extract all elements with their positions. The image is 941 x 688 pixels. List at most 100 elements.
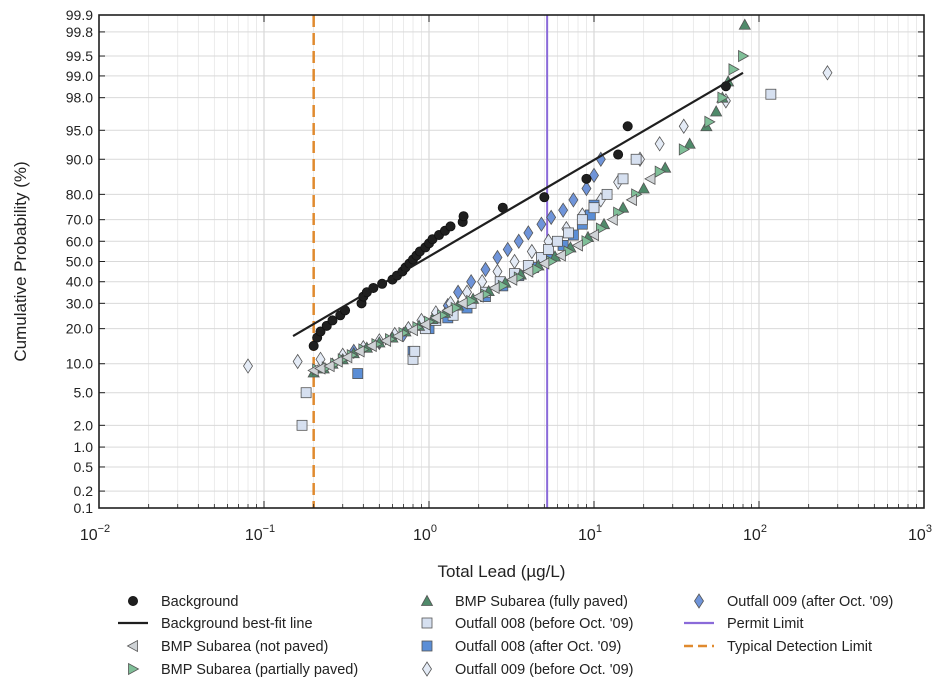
legend-swatch xyxy=(420,594,434,606)
legend-item-background: Background xyxy=(127,594,238,610)
outfall-009-after-oct-09-point xyxy=(453,284,464,300)
legend-item-outfall-009-before-oct-09: Outfall 009 (before Oct. '09) xyxy=(422,661,633,678)
bmp-subarea-not-paved-point xyxy=(331,355,343,368)
outfall-008-before-oct-09-point xyxy=(563,227,574,239)
background-point xyxy=(315,326,326,337)
legend-item-bmp-subarea-fully-paved: BMP Subarea (fully paved) xyxy=(420,594,628,610)
bmp-subarea-not-paved-point xyxy=(365,339,377,353)
bmp-subarea-not-paved-point xyxy=(538,257,550,270)
bmp-subarea-partially-paved-point xyxy=(728,63,740,76)
bmp-subarea-partially-paved-point xyxy=(704,115,716,129)
legend-label: BMP Subarea (fully paved) xyxy=(455,594,628,610)
y-tick-label: 95.0 xyxy=(66,122,93,138)
outfall-008-before-oct-09-point xyxy=(409,345,421,357)
outfall-008-before-oct-09-point xyxy=(300,387,312,399)
legend-swatch xyxy=(127,596,138,607)
y-tick-label: 99.0 xyxy=(66,68,93,84)
outfall-008-before-oct-09-point xyxy=(765,88,777,100)
y-tick-label: 2.0 xyxy=(74,417,94,433)
bmp-subarea-fully-paved-point xyxy=(683,137,696,149)
bmp-subarea-not-paved-point xyxy=(554,249,566,262)
legend-swatch xyxy=(694,593,704,609)
outfall-008-before-oct-09-point xyxy=(576,214,588,226)
y-tick-label: 80.0 xyxy=(66,186,93,202)
outfall-009-after-oct-09-point xyxy=(492,249,503,266)
outfall-008-before-oct-09-point xyxy=(630,153,642,165)
outfall-009-after-oct-09-point xyxy=(502,241,513,258)
background-series xyxy=(308,81,731,351)
bmp-subarea-not-paved-point xyxy=(571,239,583,252)
outfall-009-before-oct-09-point xyxy=(822,65,833,81)
bmp-subarea-not-paved-point xyxy=(353,345,365,358)
legend-label: Background xyxy=(161,594,238,610)
y-tick-label: 0.5 xyxy=(74,459,94,475)
y-tick-label: 98.0 xyxy=(66,90,93,106)
legend-label: Typical Detection Limit xyxy=(727,639,872,655)
bmp-subarea-not-paved-point xyxy=(418,318,431,331)
outfall-009-before-oct-09-point xyxy=(526,243,537,260)
bmp-subarea-not-paved-point xyxy=(506,273,518,286)
bmp-subarea-not-paved-point xyxy=(379,334,392,348)
y-tick-label: 99.5 xyxy=(66,48,93,64)
bmp-subarea-partially-paved-point xyxy=(738,49,750,63)
x-tick-label: 10−2 xyxy=(80,523,110,544)
y-tick-label: 99.9 xyxy=(66,7,93,23)
outfall-009-after-oct-09-point xyxy=(546,209,557,226)
outfall-008-before-oct-09-series xyxy=(296,88,777,431)
y-tick-label: 70.0 xyxy=(66,212,93,228)
bmp-subarea-not-paved-point xyxy=(341,351,353,364)
y-tick-label: 99.8 xyxy=(66,24,93,40)
x-axis-label: Total Lead (µg/L) xyxy=(438,562,566,581)
legend-swatch xyxy=(128,662,140,676)
legend-item-typical-detection-limit: Typical Detection Limit xyxy=(684,639,872,655)
legend-item-background-best-fit-line: Background best-fit line xyxy=(118,616,313,632)
outfall-009-after-oct-09-point xyxy=(568,192,579,208)
legend-label: Outfall 008 (before Oct. '09) xyxy=(455,616,633,632)
bmp-subarea-fully-paved-point xyxy=(637,182,650,194)
bmp-subarea-partially-paved-series xyxy=(312,49,750,376)
background-point xyxy=(458,211,469,222)
outfall-009-before-oct-09-point xyxy=(243,358,253,374)
bmp-subarea-not-paved-point xyxy=(488,281,500,295)
outfall-009-after-oct-09-point xyxy=(536,216,547,232)
bmp-subarea-not-paved-point xyxy=(406,323,418,337)
bmp-subarea-not-paved-point xyxy=(429,311,441,325)
y-tick-label: 10.0 xyxy=(66,356,93,372)
legend-label: BMP Subarea (not paved) xyxy=(161,639,328,655)
legend-item-outfall-008-before-oct-09: Outfall 008 (before Oct. '09) xyxy=(421,616,633,632)
bmp-subarea-not-paved-point xyxy=(522,265,534,278)
outfall-009-before-oct-09-point xyxy=(292,353,303,370)
legend-label: Outfall 008 (after Oct. '09) xyxy=(455,639,621,655)
bmp-subarea-not-paved-point xyxy=(314,362,326,375)
y-tick-label: 0.1 xyxy=(74,500,94,516)
y-tick-label: 40.0 xyxy=(66,274,93,290)
legend-item-bmp-subarea-not-paved: BMP Subarea (not paved) xyxy=(126,639,328,655)
background-point xyxy=(622,121,633,132)
y-tick-label: 0.2 xyxy=(74,483,94,499)
y-tick-label: 20.0 xyxy=(66,321,93,337)
bmp-subarea-not-paved-point xyxy=(587,228,599,242)
background-point xyxy=(445,221,456,232)
legend-swatch xyxy=(421,617,433,629)
outfall-009-after-oct-09-point xyxy=(558,202,569,218)
y-tick-label: 30.0 xyxy=(66,295,93,311)
outfall-008-after-oct-09-series xyxy=(352,199,600,379)
bmp-subarea-partially-paved-point xyxy=(678,143,691,156)
outfall-008-before-oct-09-point xyxy=(617,173,629,185)
background-point xyxy=(327,315,338,326)
outfall-009-after-oct-09-point xyxy=(466,273,477,290)
legend-swatch xyxy=(421,640,433,652)
y-tick-label: 1.0 xyxy=(74,439,94,455)
outfall-009-before-oct-09-point xyxy=(509,253,520,270)
bmp-subarea-partially-paved-point xyxy=(654,165,666,178)
outfall-009-after-oct-09-point xyxy=(480,261,491,278)
outfall-008-before-oct-09-point xyxy=(296,419,308,431)
y-tick-label: 50.0 xyxy=(66,254,93,270)
best-fit-line xyxy=(292,71,744,337)
x-tick-label: 10−1 xyxy=(245,523,275,544)
outfall-008-after-oct-09-point xyxy=(352,368,364,379)
outfall-009-after-oct-09-point xyxy=(513,233,524,250)
y-tick-label: 60.0 xyxy=(66,233,93,249)
x-tick-label: 103 xyxy=(908,523,932,544)
